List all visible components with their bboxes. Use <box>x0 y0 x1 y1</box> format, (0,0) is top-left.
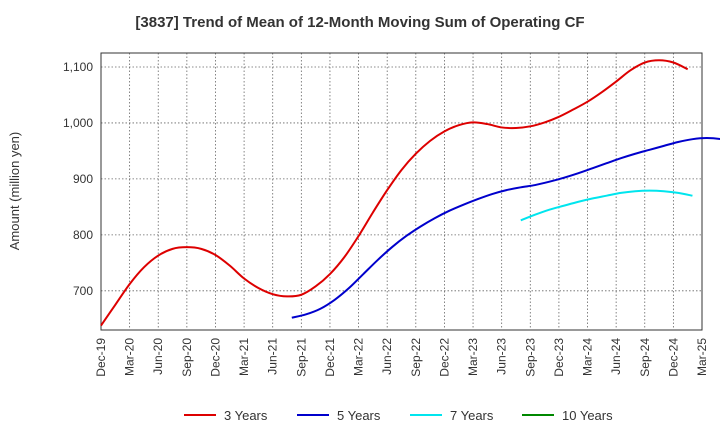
legend-item-10-years: 10 Years <box>522 408 613 423</box>
series-line-3-years <box>100 59 689 327</box>
x-tick-label: Dec-22 <box>437 338 451 377</box>
x-tick-label: Mar-21 <box>237 338 251 376</box>
x-tick-label: Jun-23 <box>495 338 509 375</box>
x-tick-label: Mar-24 <box>581 338 595 376</box>
legend: 3 Years 5 Years 7 Years 10 Years <box>184 408 613 423</box>
x-tick-label: Dec-19 <box>94 338 108 377</box>
series-line-5-years <box>291 137 720 319</box>
legend-label-10-years: 10 Years <box>562 408 613 423</box>
chart-title: [3837] Trend of Mean of 12-Month Moving … <box>135 14 585 31</box>
x-tick-label: Sep-20 <box>180 338 194 377</box>
x-tick-label: Dec-24 <box>666 338 680 377</box>
grid-layer <box>100 53 703 330</box>
y-tick-label: 700 <box>73 284 93 298</box>
x-tick-label: Mar-20 <box>123 338 137 376</box>
y-tick-label: 1,000 <box>63 116 93 130</box>
x-tick-label: Dec-23 <box>552 338 566 377</box>
legend-item-7-years: 7 Years <box>410 408 494 423</box>
x-tick-label: Mar-22 <box>352 338 366 376</box>
y-tick-label: 900 <box>73 172 93 186</box>
y-tick-label: 1,100 <box>63 60 93 74</box>
x-tick-label: Sep-24 <box>638 338 652 377</box>
plot-frame <box>100 52 703 331</box>
x-tick-label: Jun-20 <box>151 338 165 375</box>
x-tick-label: Jun-24 <box>609 338 623 375</box>
legend-label-7-years: 7 Years <box>450 408 494 423</box>
legend-label-5-years: 5 Years <box>337 408 381 423</box>
x-tick-label: Jun-21 <box>266 338 280 375</box>
x-tick-label: Sep-21 <box>294 338 308 377</box>
legend-item-5-years: 5 Years <box>297 408 381 423</box>
x-tick-label: Mar-25 <box>695 338 709 376</box>
legend-label-3-years: 3 Years <box>224 408 268 423</box>
x-tick-label: Sep-22 <box>409 338 423 377</box>
x-tick-label: Dec-21 <box>323 338 337 377</box>
legend-item-3-years: 3 Years <box>184 408 268 423</box>
x-tick-labels: Dec-19 Mar-20 Jun-20 Sep-20 Dec-20 Mar-21 Jun-… <box>94 338 709 377</box>
series-layer <box>100 59 720 327</box>
y-tick-labels: 700 800 900 1,000 1,100 <box>63 60 93 298</box>
x-tick-label: Sep-23 <box>523 338 537 377</box>
x-tick-label: Jun-22 <box>380 338 394 375</box>
x-tick-label: Dec-20 <box>208 338 222 377</box>
x-tick-label: Mar-23 <box>466 338 480 376</box>
y-tick-label: 800 <box>73 228 93 242</box>
y-axis-title: Amount (million yen) <box>7 132 22 251</box>
series-line-7-years <box>520 189 693 222</box>
